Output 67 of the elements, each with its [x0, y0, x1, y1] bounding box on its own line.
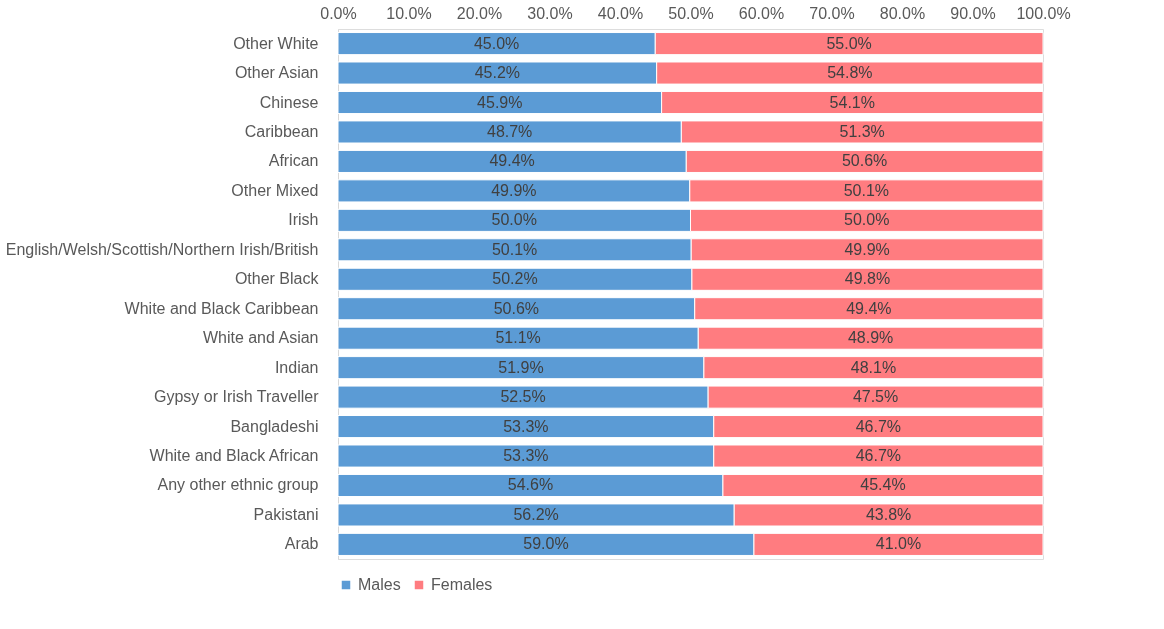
x-tick-label: 60.0% [738, 4, 785, 22]
data-label: 48.7% [486, 122, 533, 140]
x-tick-label: 70.0% [809, 4, 855, 22]
data-label: 46.7% [855, 417, 902, 435]
data-label: 51.9% [498, 358, 544, 376]
data-label: 51.1% [495, 329, 541, 347]
data-label: 50.1% [843, 181, 890, 199]
data-label: 54.8% [827, 64, 873, 82]
y-tick-label: Chinese [259, 93, 319, 111]
data-label: 53.3% [503, 447, 549, 465]
data-label: 50.6% [493, 299, 540, 317]
legend-label: Females [431, 576, 493, 593]
y-tick-label: Other Mixed [231, 181, 319, 199]
data-label: 47.5% [852, 388, 899, 406]
data-label: 45.4% [860, 476, 906, 494]
data-label: 51.3% [839, 122, 885, 140]
x-tick-label: 100.0% [1016, 4, 1071, 22]
y-tick-label: Other White [233, 34, 319, 52]
data-label: 53.3% [503, 417, 549, 435]
data-label: 54.6% [507, 476, 554, 494]
data-label: 50.0% [491, 211, 537, 229]
data-label: 59.0% [523, 535, 569, 553]
x-tick-label: 40.0% [597, 4, 644, 22]
data-label: 49.4% [846, 299, 892, 317]
y-tick-label: Pakistani [253, 505, 319, 523]
x-tick-label: 10.0% [386, 4, 432, 22]
y-tick-label: Caribbean [244, 122, 319, 140]
data-label: 49.9% [491, 181, 537, 199]
y-tick-label: Arab [284, 535, 319, 553]
x-tick-label: 50.0% [668, 4, 714, 22]
data-label: 48.9% [847, 329, 894, 347]
y-tick-label: African [268, 152, 319, 170]
x-tick-label: 90.0% [950, 4, 996, 22]
y-tick-label: White and Asian [202, 329, 319, 347]
y-tick-label: Irish [288, 211, 319, 229]
y-tick-label: Other Asian [234, 64, 319, 82]
data-label: 50.1% [491, 240, 538, 258]
x-tick-label: 0.0% [320, 4, 357, 22]
y-tick-label: Indian [274, 358, 319, 376]
data-label: 50.2% [492, 270, 538, 288]
y-tick-label: Any other ethnic group [157, 476, 319, 494]
data-label: 45.2% [474, 64, 521, 82]
y-tick-label: English/Welsh/Scottish/Northern Irish/British [5, 240, 319, 258]
data-label: 43.8% [865, 505, 912, 523]
data-label: 54.1% [829, 93, 875, 111]
data-label: 48.1% [850, 358, 897, 376]
data-label: 49.9% [844, 240, 890, 258]
x-tick-label: 80.0% [879, 4, 926, 22]
y-tick-label: White and Black African [149, 447, 319, 465]
legend-label: Males [358, 576, 401, 593]
data-label: 49.4% [489, 152, 535, 170]
y-tick-label: Gypsy or Irish Traveller [154, 388, 320, 406]
data-label: 50.6% [841, 152, 888, 170]
x-tick-label: 20.0% [456, 4, 503, 22]
x-tick-label: 30.0% [527, 4, 573, 22]
data-label: 52.5% [500, 388, 546, 406]
y-tick-label: Bangladeshi [230, 417, 319, 435]
data-label: 55.0% [826, 34, 872, 52]
data-label: 49.8% [844, 270, 891, 288]
data-label: 50.0% [844, 211, 890, 229]
data-label: 45.0% [473, 34, 520, 52]
data-label: 56.2% [513, 505, 559, 523]
y-tick-label: Other Black [234, 270, 320, 288]
data-label: 45.9% [477, 93, 523, 111]
data-label: 41.0% [875, 535, 922, 553]
y-tick-label: White and Black Caribbean [124, 299, 319, 317]
data-label: 46.7% [855, 447, 902, 465]
